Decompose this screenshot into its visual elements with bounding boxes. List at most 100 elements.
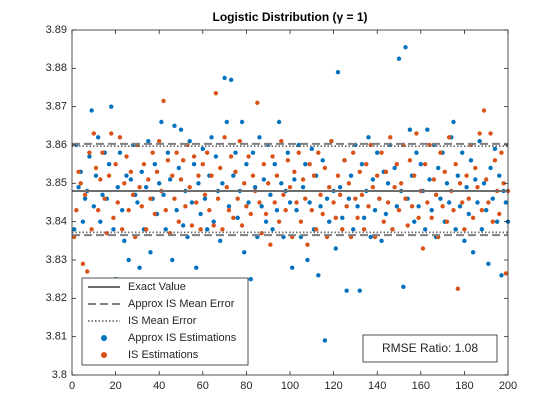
data-point <box>180 158 186 163</box>
data-point <box>307 161 312 167</box>
data-point <box>117 150 123 155</box>
data-point <box>154 169 160 175</box>
data-point <box>207 207 212 213</box>
data-point <box>414 131 419 136</box>
data-point <box>148 196 153 201</box>
data-point <box>353 196 358 201</box>
data-point <box>388 135 393 140</box>
data-point <box>272 161 277 167</box>
x-tick-label: 0 <box>69 380 75 392</box>
data-point <box>248 276 253 282</box>
data-point <box>438 196 443 201</box>
data-point <box>178 127 184 132</box>
data-point <box>213 91 219 96</box>
data-point <box>392 184 397 190</box>
data-point <box>486 200 491 205</box>
data-point <box>477 138 482 144</box>
data-point <box>266 181 271 186</box>
y-tick-label: 3.83 <box>46 254 67 266</box>
data-point <box>80 261 86 267</box>
data-point <box>218 165 223 171</box>
data-point <box>231 173 236 178</box>
data-point <box>237 138 243 144</box>
data-point <box>161 98 166 104</box>
data-point <box>383 211 389 217</box>
data-point <box>279 138 284 144</box>
data-point <box>383 169 389 175</box>
data-point <box>124 154 129 159</box>
data-point <box>224 119 229 125</box>
data-point <box>257 135 262 140</box>
data-point <box>176 219 182 224</box>
data-point <box>176 165 182 171</box>
data-point <box>300 184 306 190</box>
data-point <box>257 200 262 205</box>
data-point <box>283 207 288 213</box>
data-point <box>143 184 149 190</box>
data-point <box>503 271 509 276</box>
data-point <box>486 261 491 267</box>
data-point <box>357 169 362 175</box>
data-point <box>412 219 417 224</box>
data-point <box>357 288 362 293</box>
data-point <box>287 184 293 190</box>
data-point <box>460 150 465 155</box>
data-point <box>479 227 485 232</box>
data-point <box>416 215 421 221</box>
x-tick-label: 60 <box>197 380 209 392</box>
data-point <box>446 135 452 140</box>
data-point <box>113 161 118 167</box>
data-point <box>457 181 463 186</box>
y-tick-label: 3.82 <box>46 292 67 304</box>
data-point <box>115 184 120 190</box>
y-tick-label: 3.86 <box>46 139 67 151</box>
data-point <box>246 200 251 205</box>
data-point <box>466 196 471 201</box>
data-point <box>294 200 299 205</box>
data-point <box>318 204 323 209</box>
data-point <box>239 119 245 125</box>
data-point <box>76 184 81 190</box>
data-point <box>366 135 371 140</box>
data-point <box>111 227 116 232</box>
data-point <box>248 211 253 217</box>
data-point <box>340 227 345 232</box>
data-point <box>174 207 179 213</box>
data-point <box>427 177 432 182</box>
data-point <box>394 204 400 209</box>
data-point <box>490 196 495 201</box>
x-tick-label: 120 <box>324 380 342 392</box>
data-point <box>333 246 338 251</box>
data-point <box>470 215 476 221</box>
data-point <box>361 227 367 232</box>
data-point <box>453 161 458 167</box>
x-tick-label: 160 <box>412 380 430 392</box>
data-point <box>135 200 140 205</box>
data-point <box>274 207 280 213</box>
data-point <box>351 227 356 232</box>
data-point <box>165 150 171 155</box>
data-point <box>457 204 463 209</box>
data-point <box>91 204 97 209</box>
data-point <box>152 161 158 167</box>
data-point <box>477 131 482 136</box>
data-point <box>422 161 428 167</box>
data-point <box>292 177 297 182</box>
data-point <box>222 75 227 81</box>
data-point <box>492 158 498 163</box>
data-point <box>488 131 493 136</box>
data-point <box>261 177 267 182</box>
data-point <box>501 181 506 186</box>
data-point <box>342 158 347 163</box>
data-point <box>183 204 188 209</box>
x-tick-label: 180 <box>455 380 473 392</box>
data-point <box>316 273 321 278</box>
data-point <box>170 257 175 263</box>
data-point <box>124 173 129 178</box>
data-point <box>109 104 114 109</box>
data-point <box>346 196 352 201</box>
data-point <box>436 165 441 171</box>
data-point <box>259 204 264 209</box>
data-point <box>355 215 360 221</box>
